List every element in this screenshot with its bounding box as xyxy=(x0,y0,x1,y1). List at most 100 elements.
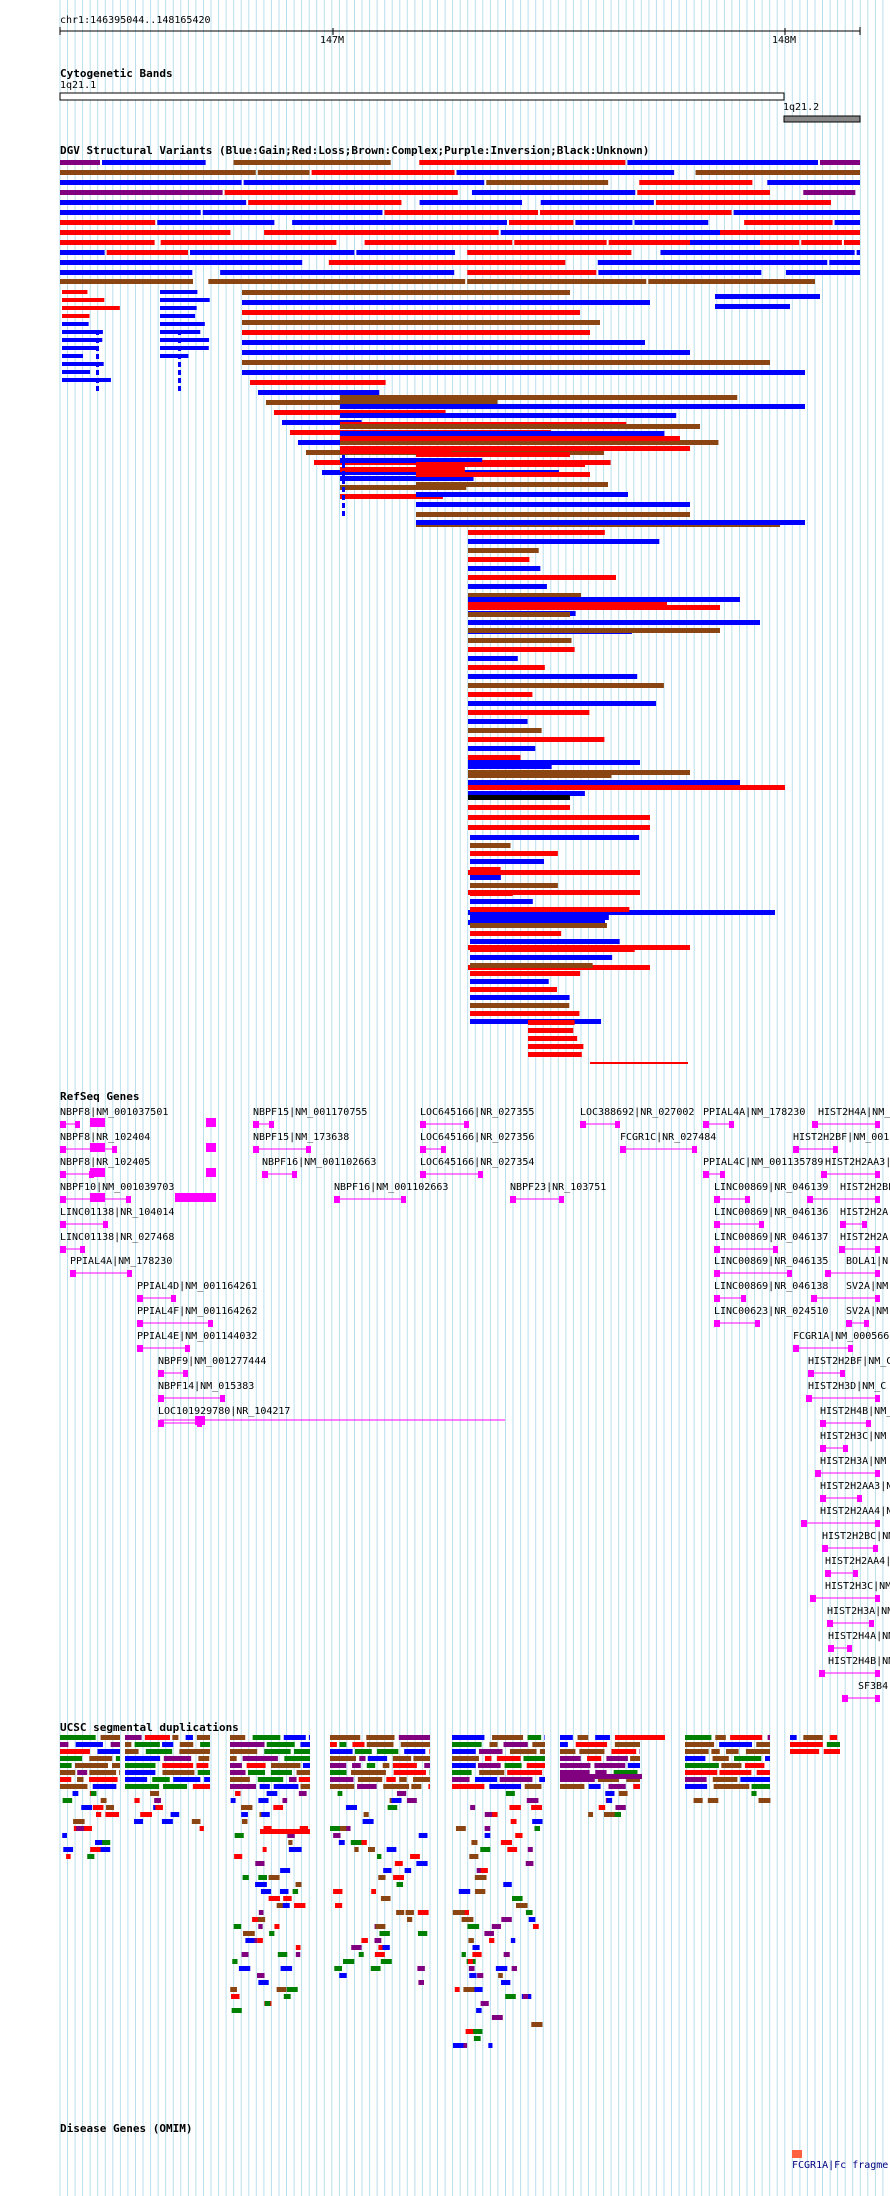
refseq-gene-label[interactable]: LINC01138|NR_027468 xyxy=(60,1232,175,1243)
refseq-gene-label[interactable]: HIST2H2AA4| xyxy=(825,1556,890,1567)
segdup-feature xyxy=(350,1840,362,1845)
refseq-gene-label[interactable]: HIST2H4A|NM xyxy=(828,1631,890,1642)
dgv-variant xyxy=(160,346,209,350)
refseq-gene-label[interactable]: HIST2H3C|NM xyxy=(820,1431,887,1442)
segdup-feature xyxy=(484,1826,491,1831)
dgv-variant xyxy=(470,883,558,888)
refseq-gene-label[interactable]: HIST2H3A|NM xyxy=(820,1456,887,1467)
refseq-gene-label[interactable]: PPIAL4F|NM_001164262 xyxy=(137,1306,258,1317)
segdup-feature xyxy=(294,1903,306,1908)
dgv-variant xyxy=(500,230,736,235)
refseq-gene-label[interactable]: NBPF8|NM_001037501 xyxy=(60,1107,169,1118)
segdup-feature xyxy=(257,1917,266,1922)
refseq-gene-label[interactable]: HIST2H3D|NM_C xyxy=(808,1381,887,1392)
refseq-gene-label[interactable]: LOC645166|NR_027356 xyxy=(420,1132,535,1143)
refseq-gene-label[interactable]: HIST2H2AA4|N xyxy=(820,1506,890,1517)
cytoband-label-1q21-2: 1q21.2 xyxy=(783,102,820,113)
refseq-gene-label[interactable]: NBPF14|NM_015383 xyxy=(158,1381,255,1392)
refseq-gene-label[interactable]: NBPF15|NM_001170755 xyxy=(253,1107,368,1118)
refseq-gene-label[interactable]: NBPF8|NR_102404 xyxy=(60,1132,151,1143)
cytoband-label-1q21-1: 1q21.1 xyxy=(60,80,97,91)
omim-label-fcgr1a[interactable]: FCGR1A|Fc fragme xyxy=(792,2160,889,2171)
gene-exon xyxy=(714,1295,720,1302)
dgv-variant xyxy=(106,250,189,255)
segdup-feature xyxy=(145,1749,173,1754)
dgv-variant xyxy=(470,875,501,880)
refseq-gene-label[interactable]: HIST2H2BF|NM_001 xyxy=(793,1132,890,1143)
gene-exon xyxy=(820,1420,826,1427)
refseq-gene-label[interactable]: NBPF8|NR_102405 xyxy=(60,1157,151,1168)
segdup-feature xyxy=(231,1994,240,1999)
refseq-gene-label[interactable]: FCGR1C|NR_027484 xyxy=(620,1132,717,1143)
segdup-feature xyxy=(730,1735,763,1740)
refseq-gene-label[interactable]: LINC00869|NR_046138 xyxy=(714,1281,829,1292)
refseq-gene-label[interactable]: LINC00623|NR_024510 xyxy=(714,1306,829,1317)
segdup-feature xyxy=(491,1924,501,1929)
segdup-feature xyxy=(615,1805,626,1810)
refseq-gene-label[interactable]: HIST2H4B|NM_C xyxy=(820,1406,890,1417)
refseq-gene-label[interactable]: NBPF16|NM_001102663 xyxy=(334,1182,449,1193)
refseq-gene-label[interactable]: LINC01138|NR_104014 xyxy=(60,1207,175,1218)
refseq-gene-label[interactable]: HIST2H4A|NM_ xyxy=(818,1107,890,1118)
refseq-gene-label[interactable]: LOC645166|NR_027354 xyxy=(420,1157,535,1168)
refseq-gene-label[interactable]: HIST2H2AA3|N xyxy=(820,1481,890,1492)
segdup-feature xyxy=(172,1735,179,1740)
segdup-feature xyxy=(266,1791,278,1796)
refseq-gene-label[interactable]: HIST2H2BE xyxy=(840,1182,890,1193)
segdup-feature xyxy=(790,1749,820,1754)
refseq-gene-label[interactable]: FCGR1A|NM_000566 xyxy=(793,1331,890,1342)
refseq-gene-label[interactable]: HIST2H2A xyxy=(840,1232,889,1243)
segdup-feature xyxy=(707,1798,719,1803)
segdup-feature xyxy=(152,1777,170,1782)
refseq-gene-label[interactable]: HIST2H4B|NM xyxy=(828,1656,890,1667)
dgv-variant xyxy=(248,200,402,205)
refseq-gene-label[interactable]: HIST2H3C|NM xyxy=(825,1581,890,1592)
dgv-variant xyxy=(60,230,231,235)
refseq-gene-label[interactable]: LOC388692|NR_027002 xyxy=(580,1107,695,1118)
refseq-gene-label[interactable]: HIST2H3A|NM xyxy=(827,1606,890,1617)
refseq-gene-label[interactable]: SF3B4 xyxy=(858,1681,889,1692)
gene-exon xyxy=(833,1146,838,1153)
refseq-gene-label[interactable]: SV2A|NM xyxy=(846,1306,889,1317)
refseq-gene-label[interactable]: SV2A|NM xyxy=(846,1281,889,1292)
refseq-gene-label[interactable]: LINC00869|NR_046139 xyxy=(714,1182,829,1193)
segdup-feature xyxy=(416,1861,428,1866)
refseq-gene-label[interactable]: NBPF9|NM_001277444 xyxy=(158,1356,267,1367)
refseq-gene-label[interactable]: PPIAL4C|NM_001135789 xyxy=(703,1157,824,1168)
gene-exon xyxy=(842,1695,848,1702)
segdup-feature xyxy=(480,1847,491,1852)
refseq-gene-label[interactable]: NBPF23|NR_103751 xyxy=(510,1182,607,1193)
refseq-gene-label[interactable]: PPIAL4A|NM_178230 xyxy=(703,1107,806,1118)
dgv-variant xyxy=(468,647,575,652)
dgv-variant xyxy=(608,240,701,245)
dgv-variant xyxy=(843,240,860,245)
refseq-gene-label[interactable]: LINC00869|NR_046136 xyxy=(714,1207,829,1218)
refseq-gene-label[interactable]: PPIAL4E|NM_001144032 xyxy=(137,1331,258,1342)
refseq-gene-label[interactable]: PPIAL4A|NM_178230 xyxy=(70,1256,173,1267)
refseq-gene-label[interactable]: LINC00869|NR_046137 xyxy=(714,1232,829,1243)
refseq-gene-label[interactable]: BOLA1|N xyxy=(846,1256,889,1267)
refseq-gene-label[interactable]: HIST2H2BF|NM_C xyxy=(808,1356,890,1367)
segdup-feature xyxy=(87,1854,95,1859)
refseq-gene-label[interactable]: HIST2H2AA3| xyxy=(825,1157,890,1168)
refseq-gene-label[interactable]: NBPF16|NM_001102663 xyxy=(262,1157,377,1168)
segdup-feature xyxy=(413,1756,430,1761)
refseq-gene-label[interactable]: NBPF15|NM_173638 xyxy=(253,1132,350,1143)
segdup-feature xyxy=(477,1973,484,1978)
segdup-feature xyxy=(577,1735,589,1740)
refseq-gene-label[interactable]: LOC101929780|NR_104217 xyxy=(158,1406,291,1417)
dgv-variant xyxy=(767,180,860,185)
region-coordinates[interactable]: chr1:146395044..148165420 xyxy=(60,15,211,26)
segdup-feature xyxy=(418,1980,425,1985)
dgv-variant xyxy=(470,947,635,952)
dgv-variant xyxy=(356,250,455,255)
refseq-gene-label[interactable]: LINC00869|NR_046135 xyxy=(714,1256,829,1267)
refseq-gene-label[interactable]: HIST2H2A xyxy=(840,1207,889,1218)
refseq-gene-label[interactable]: HIST2H2BC|NM xyxy=(822,1531,890,1542)
refseq-gene-label[interactable]: NBPF10|NM_001039703 xyxy=(60,1182,175,1193)
segdup-feature xyxy=(107,1812,120,1817)
dgv-variant xyxy=(468,548,539,553)
refseq-gene-label[interactable]: LOC645166|NR_027355 xyxy=(420,1107,535,1118)
refseq-gene-label[interactable]: PPIAL4D|NM_001164261 xyxy=(137,1281,258,1292)
dgv-variant xyxy=(528,1028,574,1033)
